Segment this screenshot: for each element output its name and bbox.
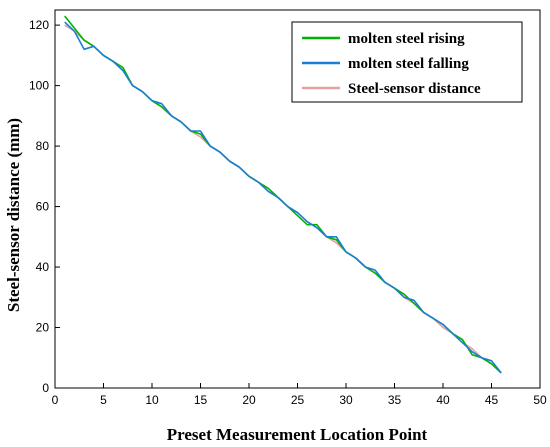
y-tick-label: 20 (36, 321, 50, 335)
x-tick-label: 10 (145, 393, 159, 407)
y-tick-label: 80 (36, 139, 50, 153)
legend-label: Steel-sensor distance (348, 81, 481, 97)
x-tick-label: 30 (339, 393, 353, 407)
x-tick-label: 0 (52, 393, 59, 407)
x-tick-label: 40 (436, 393, 450, 407)
legend: molten steel rising molten steel falling S… (291, 21, 523, 103)
x-tick-label: 45 (485, 393, 499, 407)
x-tick-label: 35 (388, 393, 402, 407)
y-axis-title: Steel-sensor distance (mm) (4, 118, 23, 312)
legend-label: molten steel rising (348, 31, 465, 47)
x-tick-label: 25 (291, 393, 305, 407)
y-tick-label: 100 (29, 79, 49, 93)
series-line-2 (64, 21, 502, 374)
x-axis-title: Preset Measurement Location Point (167, 425, 428, 444)
x-tick-label: 20 (242, 393, 256, 407)
y-tick-label: 120 (29, 18, 49, 32)
y-tick-label: 40 (36, 260, 50, 274)
x-tick-label: 15 (194, 393, 208, 407)
series-layer (64, 15, 502, 374)
y-axis: 0 20 40 60 80 100 120 (29, 18, 60, 395)
x-axis: 0 5 10 15 20 25 30 35 40 45 50 (52, 383, 547, 407)
y-tick-label: 0 (42, 381, 49, 395)
x-tick-label: 50 (533, 393, 547, 407)
y-tick-label: 60 (36, 200, 50, 214)
x-tick-label: 5 (100, 393, 107, 407)
legend-label: molten steel falling (348, 56, 469, 72)
